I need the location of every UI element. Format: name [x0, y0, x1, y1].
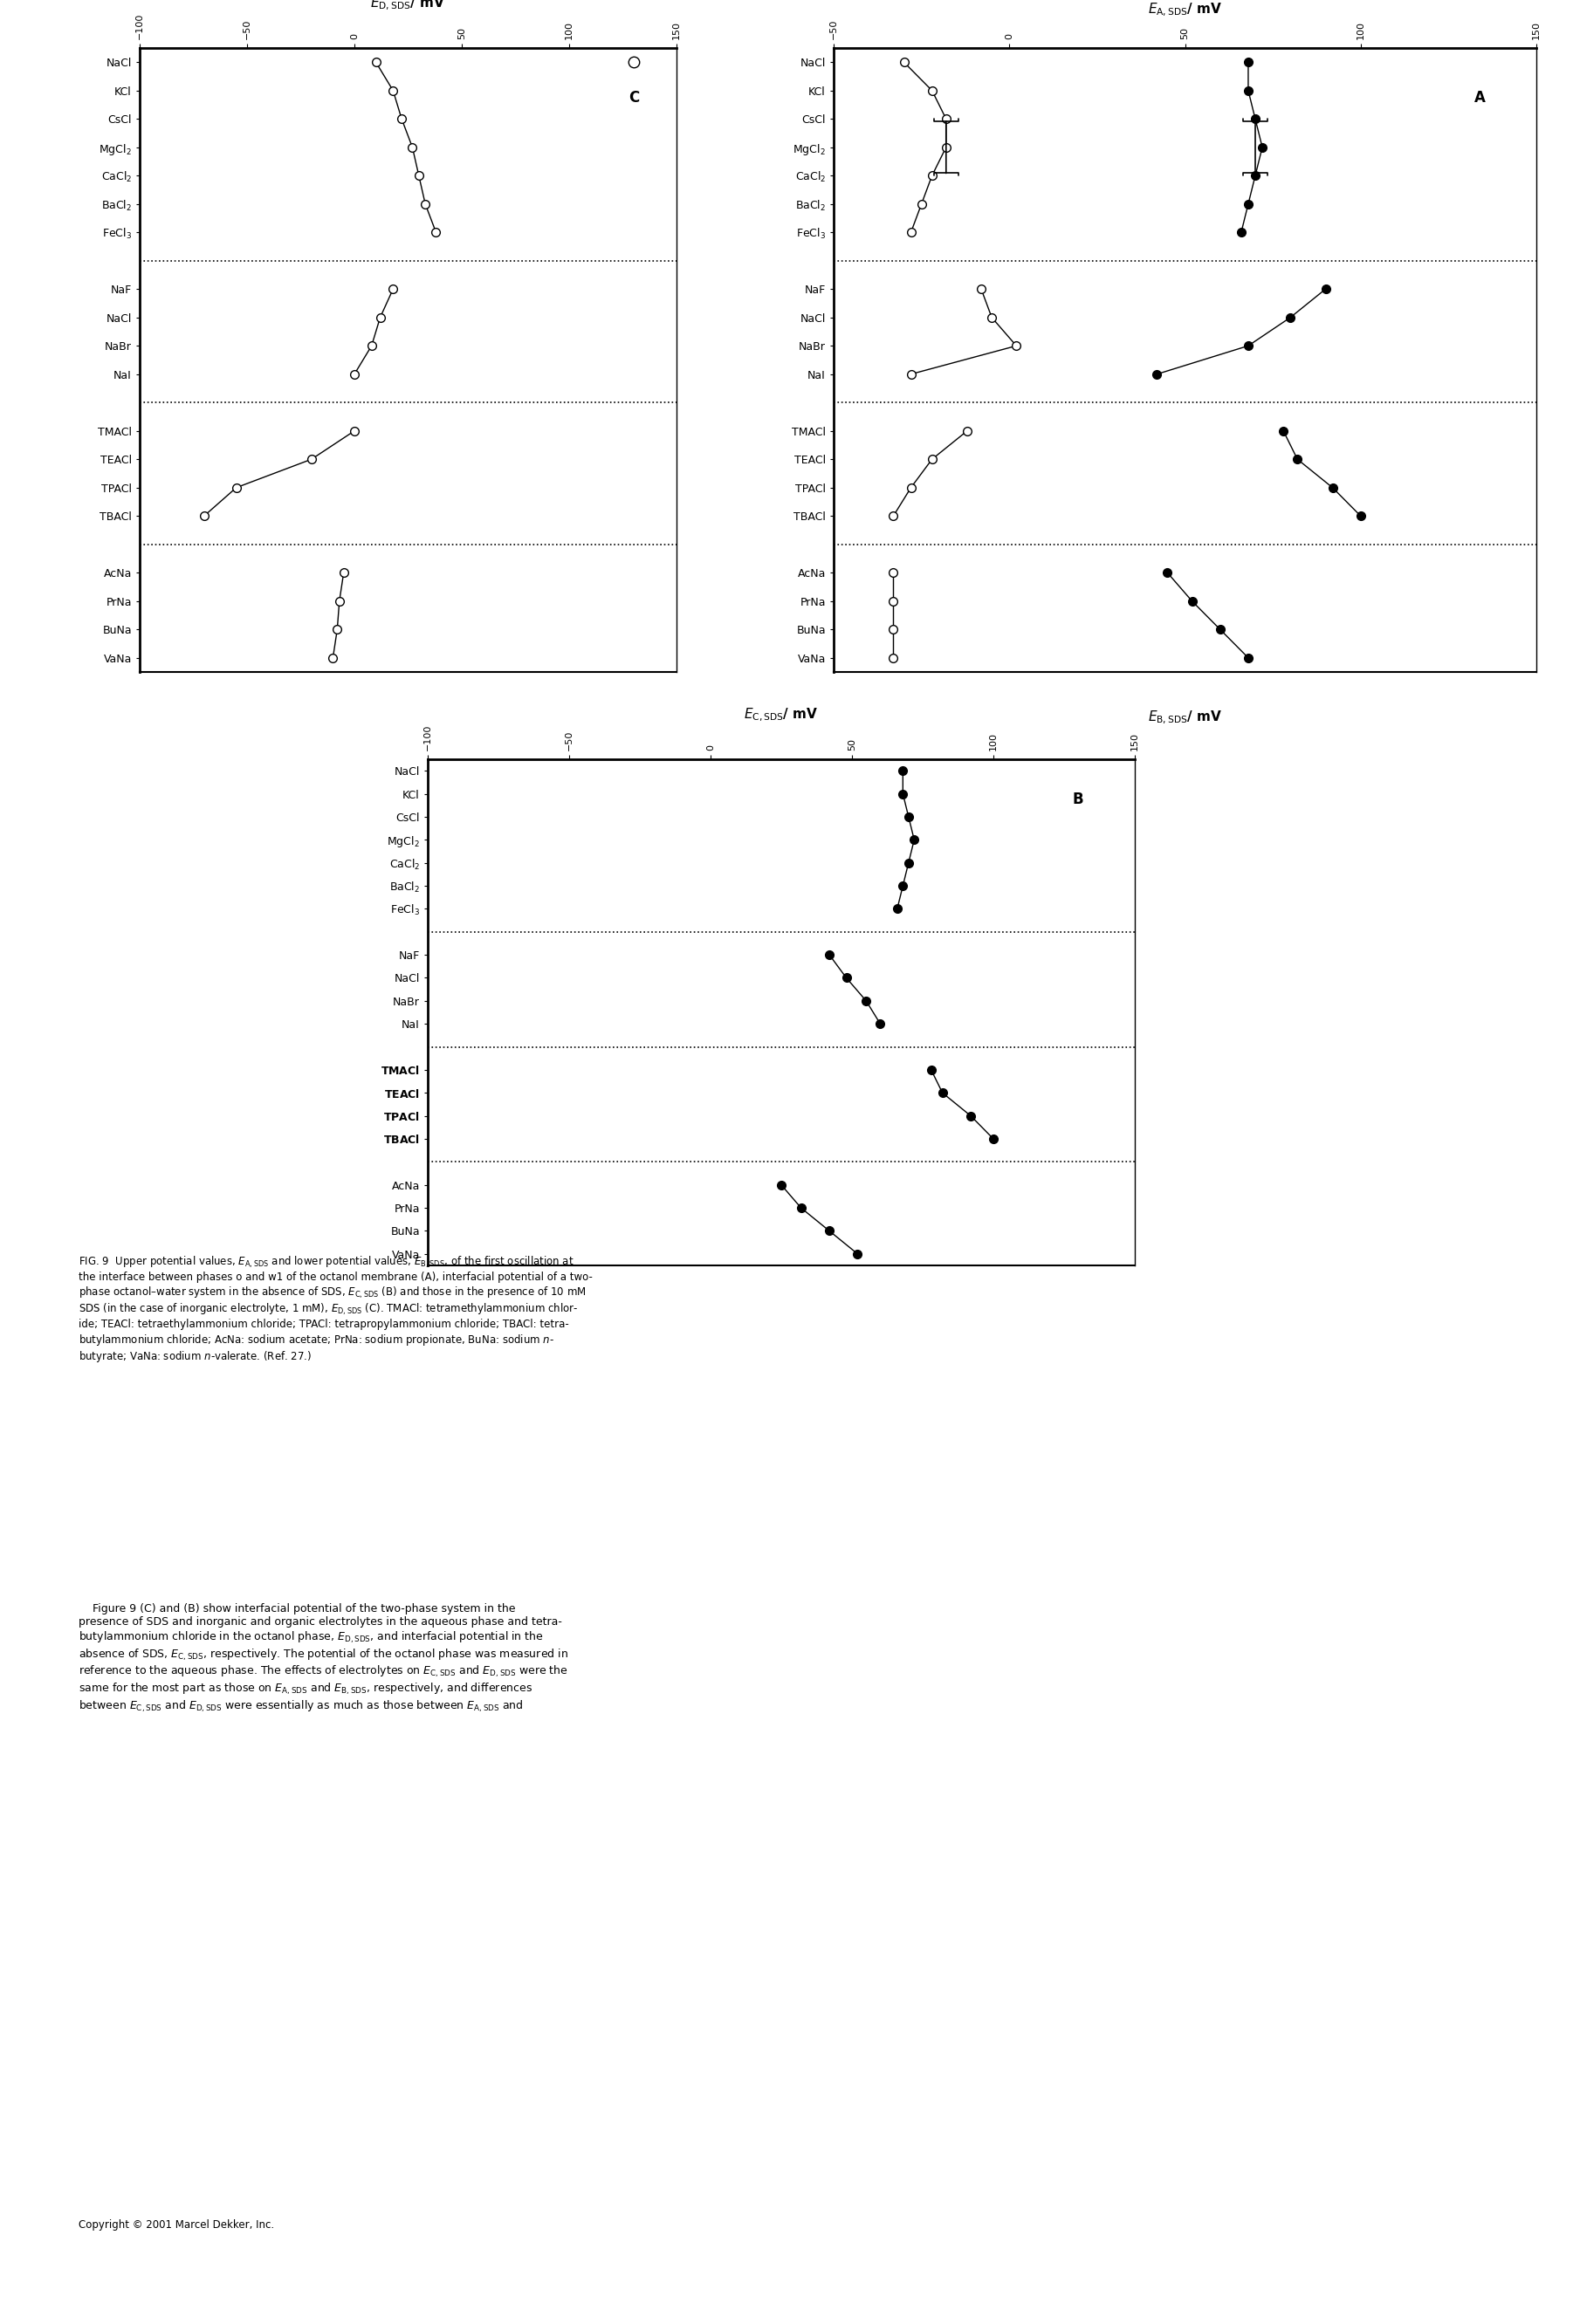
Text: $E_{\rm B,SDS}$/ mV: $E_{\rm B,SDS}$/ mV [1148, 709, 1222, 727]
Text: B: B [1073, 792, 1084, 809]
X-axis label: $E_{\rm D,SDS}$/ mV: $E_{\rm D,SDS}$/ mV [371, 0, 445, 12]
X-axis label: $E_{\rm A,SDS}$/ mV: $E_{\rm A,SDS}$/ mV [1148, 2, 1222, 19]
Text: A: A [1474, 91, 1486, 107]
X-axis label: $E_{\rm C,SDS}$/ mV: $E_{\rm C,SDS}$/ mV [744, 706, 818, 723]
Text: FIG. 9  Upper potential values, $E_{\rm A,SDS}$ and lower potential values, $E_{: FIG. 9 Upper potential values, $E_{\rm A… [79, 1255, 593, 1364]
Text: Figure 9 (C) and (B) show interfacial potential of the two-phase system in the
p: Figure 9 (C) and (B) show interfacial po… [79, 1604, 568, 1713]
Text: C: C [628, 91, 639, 107]
Text: Copyright © 2001 Marcel Dekker, Inc.: Copyright © 2001 Marcel Dekker, Inc. [79, 2219, 274, 2231]
